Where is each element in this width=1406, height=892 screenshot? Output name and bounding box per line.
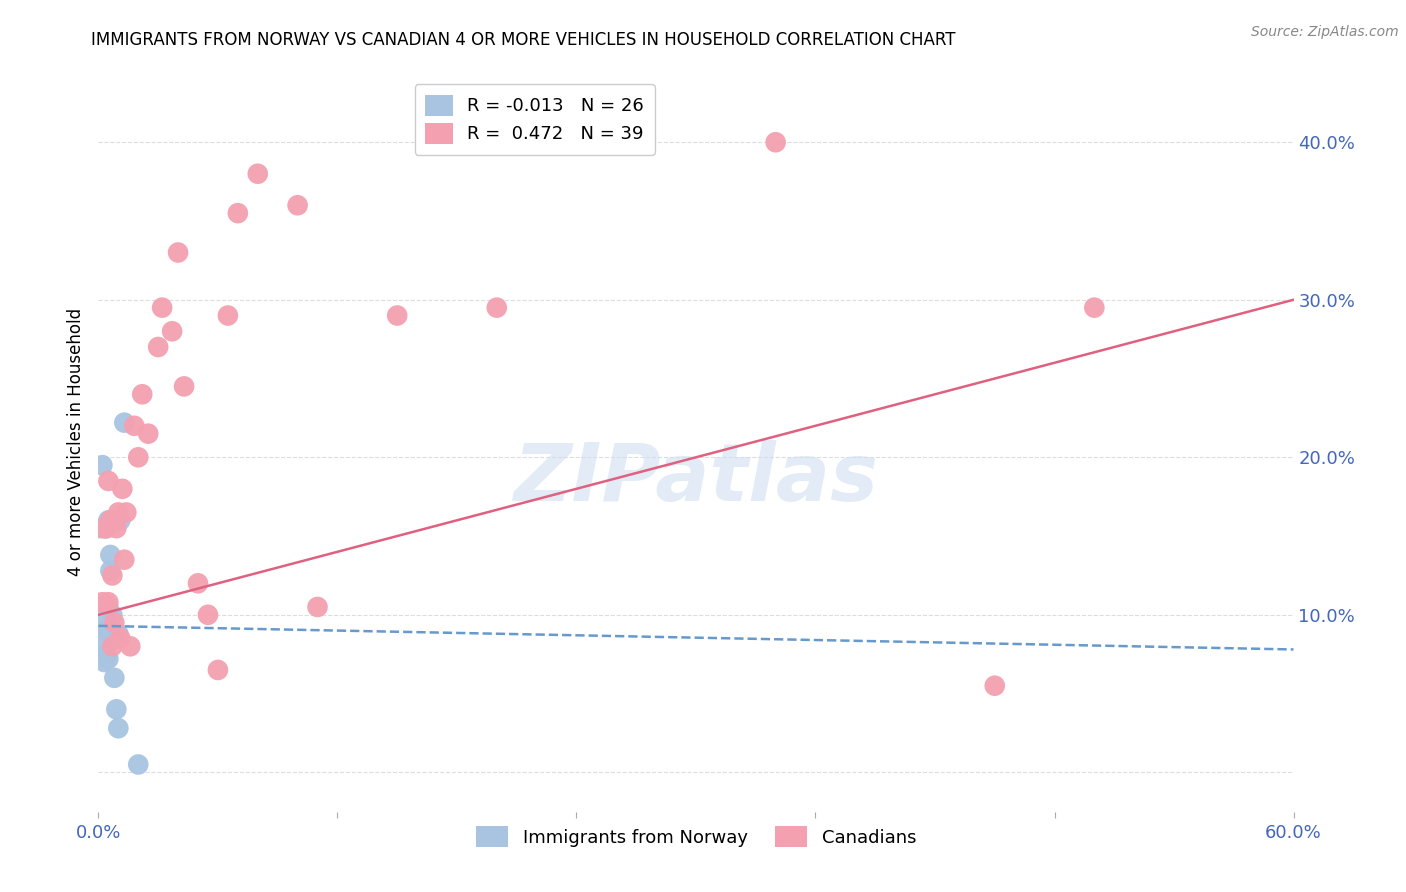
Point xyxy=(120,640,142,654)
Point xyxy=(287,198,309,212)
Point xyxy=(107,626,129,640)
Point xyxy=(160,324,183,338)
Point xyxy=(93,521,115,535)
Point xyxy=(112,552,135,566)
Legend: Immigrants from Norway, Canadians: Immigrants from Norway, Canadians xyxy=(468,819,924,855)
Point xyxy=(97,595,120,609)
Point xyxy=(98,564,122,578)
Y-axis label: 4 or more Vehicles in Household: 4 or more Vehicles in Household xyxy=(66,308,84,575)
Point xyxy=(101,568,124,582)
Point xyxy=(136,426,159,441)
Point xyxy=(97,652,120,666)
Point xyxy=(89,521,111,535)
Point xyxy=(131,387,153,401)
Point xyxy=(93,521,115,535)
Point xyxy=(107,505,129,519)
Point xyxy=(246,167,269,181)
Point xyxy=(150,301,173,315)
Point xyxy=(101,640,124,654)
Text: ZIPatlas: ZIPatlas xyxy=(513,440,879,517)
Point xyxy=(105,521,128,535)
Point xyxy=(97,513,120,527)
Point xyxy=(96,647,118,661)
Point xyxy=(103,671,125,685)
Point xyxy=(385,309,409,323)
Point xyxy=(103,632,125,646)
Point xyxy=(96,521,118,535)
Point xyxy=(217,309,239,323)
Point xyxy=(187,576,209,591)
Point xyxy=(485,301,508,315)
Point xyxy=(91,595,114,609)
Point xyxy=(107,721,129,735)
Point xyxy=(98,548,122,562)
Point xyxy=(197,607,219,622)
Point xyxy=(101,626,124,640)
Point xyxy=(91,607,114,622)
Text: IMMIGRANTS FROM NORWAY VS CANADIAN 4 OR MORE VEHICLES IN HOUSEHOLD CORRELATION C: IMMIGRANTS FROM NORWAY VS CANADIAN 4 OR … xyxy=(91,31,956,49)
Point xyxy=(226,206,249,220)
Point xyxy=(97,624,120,638)
Point xyxy=(110,513,132,527)
Point xyxy=(115,505,138,519)
Point xyxy=(97,474,120,488)
Point xyxy=(101,607,124,622)
Point xyxy=(91,458,114,472)
Point xyxy=(127,450,149,465)
Point xyxy=(127,757,149,772)
Point xyxy=(98,513,122,527)
Point xyxy=(173,379,195,393)
Text: Source: ZipAtlas.com: Source: ZipAtlas.com xyxy=(1251,25,1399,39)
Point xyxy=(97,599,120,614)
Point xyxy=(110,632,132,646)
Point xyxy=(124,418,146,433)
Point xyxy=(148,340,170,354)
Point xyxy=(103,615,125,630)
Point xyxy=(103,513,125,527)
Point xyxy=(984,679,1007,693)
Point xyxy=(307,599,329,614)
Point xyxy=(105,702,128,716)
Point xyxy=(93,655,115,669)
Point xyxy=(112,416,135,430)
Point xyxy=(93,636,115,650)
Point xyxy=(98,626,122,640)
Point xyxy=(765,135,787,149)
Point xyxy=(96,521,118,535)
Point xyxy=(96,624,118,638)
Point xyxy=(167,245,190,260)
Point xyxy=(207,663,229,677)
Point xyxy=(1083,301,1105,315)
Point xyxy=(111,482,134,496)
